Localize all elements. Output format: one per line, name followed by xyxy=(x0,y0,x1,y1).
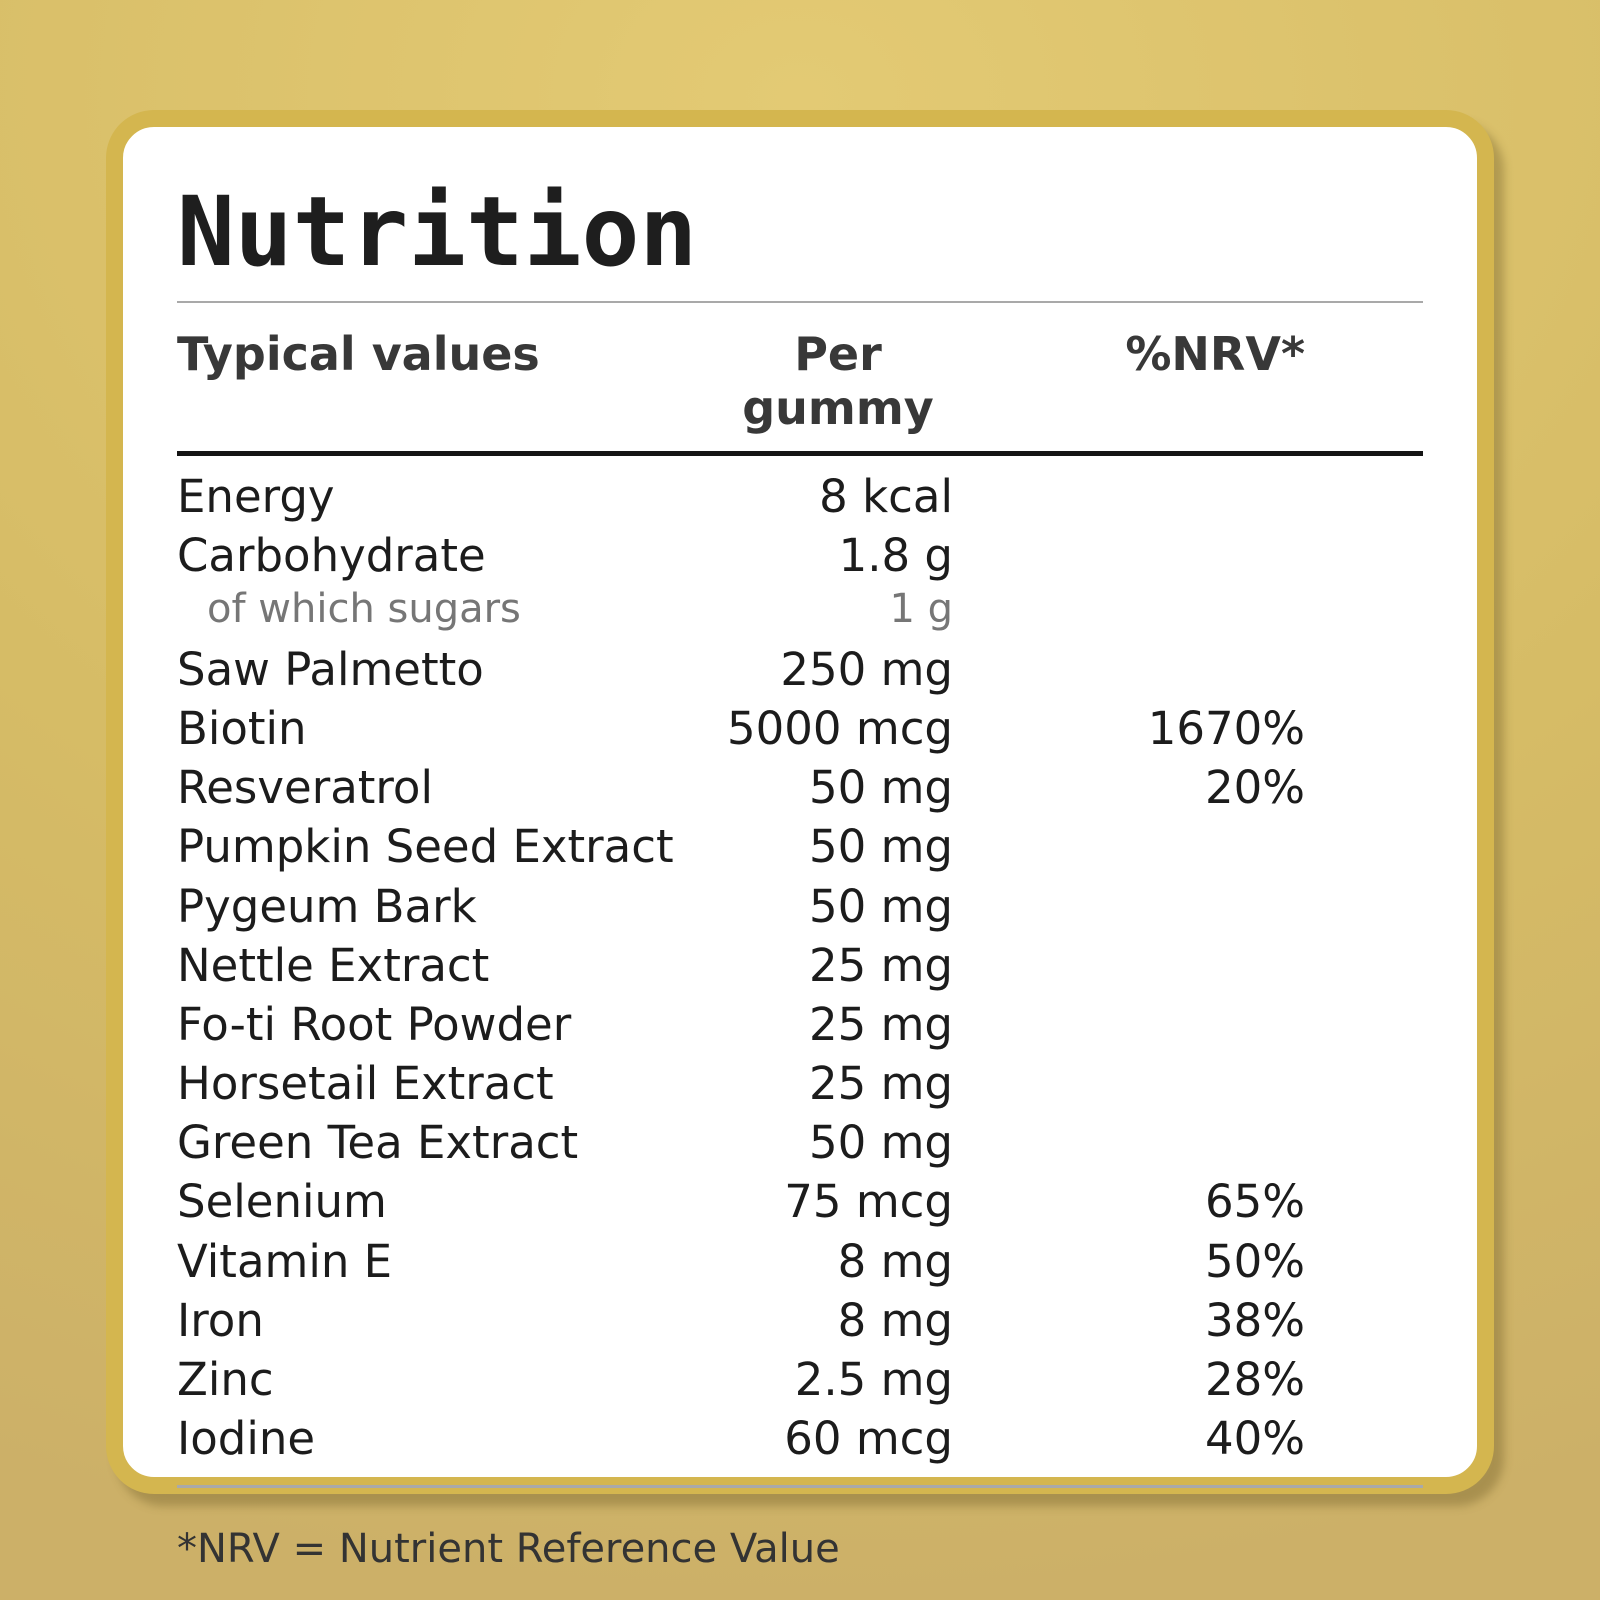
table-row: Nettle Extract 25 mg xyxy=(177,936,1423,995)
row-nrv: 50% xyxy=(1204,1234,1305,1288)
header-typical-values: Typical values xyxy=(177,326,540,381)
table-row: Vitamin E 8 mg 50% xyxy=(177,1232,1423,1291)
row-name: Selenium xyxy=(177,1175,387,1229)
row-name: Nettle Extract xyxy=(177,938,490,992)
row-amount: 50 mg xyxy=(809,1116,953,1170)
row-name: Iodine xyxy=(177,1412,316,1466)
row-nrv: 38% xyxy=(1204,1293,1305,1347)
row-amount: 8 kcal xyxy=(819,470,953,524)
row-name: Saw Palmetto xyxy=(177,642,484,696)
row-nrv: 65% xyxy=(1204,1175,1305,1229)
table-row: Biotin 5000 mcg 1670% xyxy=(177,699,1423,758)
row-amount: 8 mg xyxy=(837,1234,953,1288)
row-nrv: 28% xyxy=(1204,1353,1305,1407)
row-amount: 50 mg xyxy=(809,761,953,815)
nutrition-label-card: Nutrition Typical values Per gummy %NRV*… xyxy=(106,110,1494,1572)
table-row: Saw Palmetto 250 mg xyxy=(177,640,1423,699)
row-name: Pumpkin Seed Extract xyxy=(177,820,674,874)
table-row: Iron 8 mg 38% xyxy=(177,1291,1423,1350)
table-row: Zinc 2.5 mg 28% xyxy=(177,1351,1423,1410)
table-row: Carbohydrate 1.8 g xyxy=(177,527,1423,586)
row-amount: 1.8 g xyxy=(838,529,953,583)
table-row: Selenium 75 mcg 65% xyxy=(177,1173,1423,1232)
table-row: Fo-ti Root Powder 25 mg xyxy=(177,995,1423,1054)
row-name: Pygeum Bark xyxy=(177,879,477,933)
row-name: Vitamin E xyxy=(177,1234,393,1288)
nutrition-table: Typical values Per gummy %NRV* Energy 8 k… xyxy=(177,303,1423,1469)
table-row: Iodine 60 mcg 40% xyxy=(177,1410,1423,1469)
row-amount: 1 g xyxy=(889,585,953,632)
row-name: Iron xyxy=(177,1293,264,1347)
row-nrv: 1670% xyxy=(1147,701,1305,755)
row-amount: 5000 mcg xyxy=(727,701,953,755)
row-name: Horsetail Extract xyxy=(177,1057,554,1111)
row-name: Green Tea Extract xyxy=(177,1116,579,1170)
row-amount: 2.5 mg xyxy=(794,1353,953,1407)
row-name: Carbohydrate xyxy=(177,529,486,583)
row-nrv: 40% xyxy=(1204,1412,1305,1466)
table-row: Pumpkin Seed Extract 50 mg xyxy=(177,818,1423,877)
row-name: of which sugars xyxy=(207,585,521,632)
footer-divider xyxy=(177,1484,1423,1488)
nutrition-label-content: Nutrition Typical values Per gummy %NRV*… xyxy=(123,127,1477,1572)
row-amount: 60 mcg xyxy=(784,1412,953,1466)
row-name: Zinc xyxy=(177,1353,274,1407)
row-amount: 75 mcg xyxy=(784,1175,953,1229)
table-row: Horsetail Extract 25 mg xyxy=(177,1055,1423,1114)
row-amount: 25 mg xyxy=(809,997,953,1051)
row-amount: 25 mg xyxy=(809,1057,953,1111)
nrv-footnote: *NRV = Nutrient Reference Value xyxy=(177,1525,840,1572)
row-amount: 250 mg xyxy=(780,642,953,696)
row-name: Energy xyxy=(177,470,335,524)
header-nrv: %NRV* xyxy=(1125,326,1305,381)
row-name: Biotin xyxy=(177,701,307,755)
row-amount: 50 mg xyxy=(809,879,953,933)
row-name: Fo-ti Root Powder xyxy=(177,997,572,1051)
row-amount: 8 mg xyxy=(837,1293,953,1347)
table-row: Resveratrol 50 mg 20% xyxy=(177,759,1423,818)
row-amount: 25 mg xyxy=(809,938,953,992)
page-title: Nutrition xyxy=(177,176,698,288)
table-body: Energy 8 kcal Carbohydrate 1.8 g of which su… xyxy=(177,456,1423,1469)
table-row: Energy 8 kcal xyxy=(177,468,1423,527)
table-header-row: Typical values Per gummy %NRV* xyxy=(177,303,1423,456)
row-nrv: 20% xyxy=(1204,761,1305,815)
row-name: Resveratrol xyxy=(177,761,433,815)
table-row: Pygeum Bark 50 mg xyxy=(177,877,1423,936)
table-row: Green Tea Extract 50 mg xyxy=(177,1114,1423,1173)
header-per-gummy: Per gummy xyxy=(742,326,934,435)
table-row: of which sugars 1 g xyxy=(177,586,1423,640)
title-divider xyxy=(177,300,1423,303)
row-amount: 50 mg xyxy=(809,820,953,874)
